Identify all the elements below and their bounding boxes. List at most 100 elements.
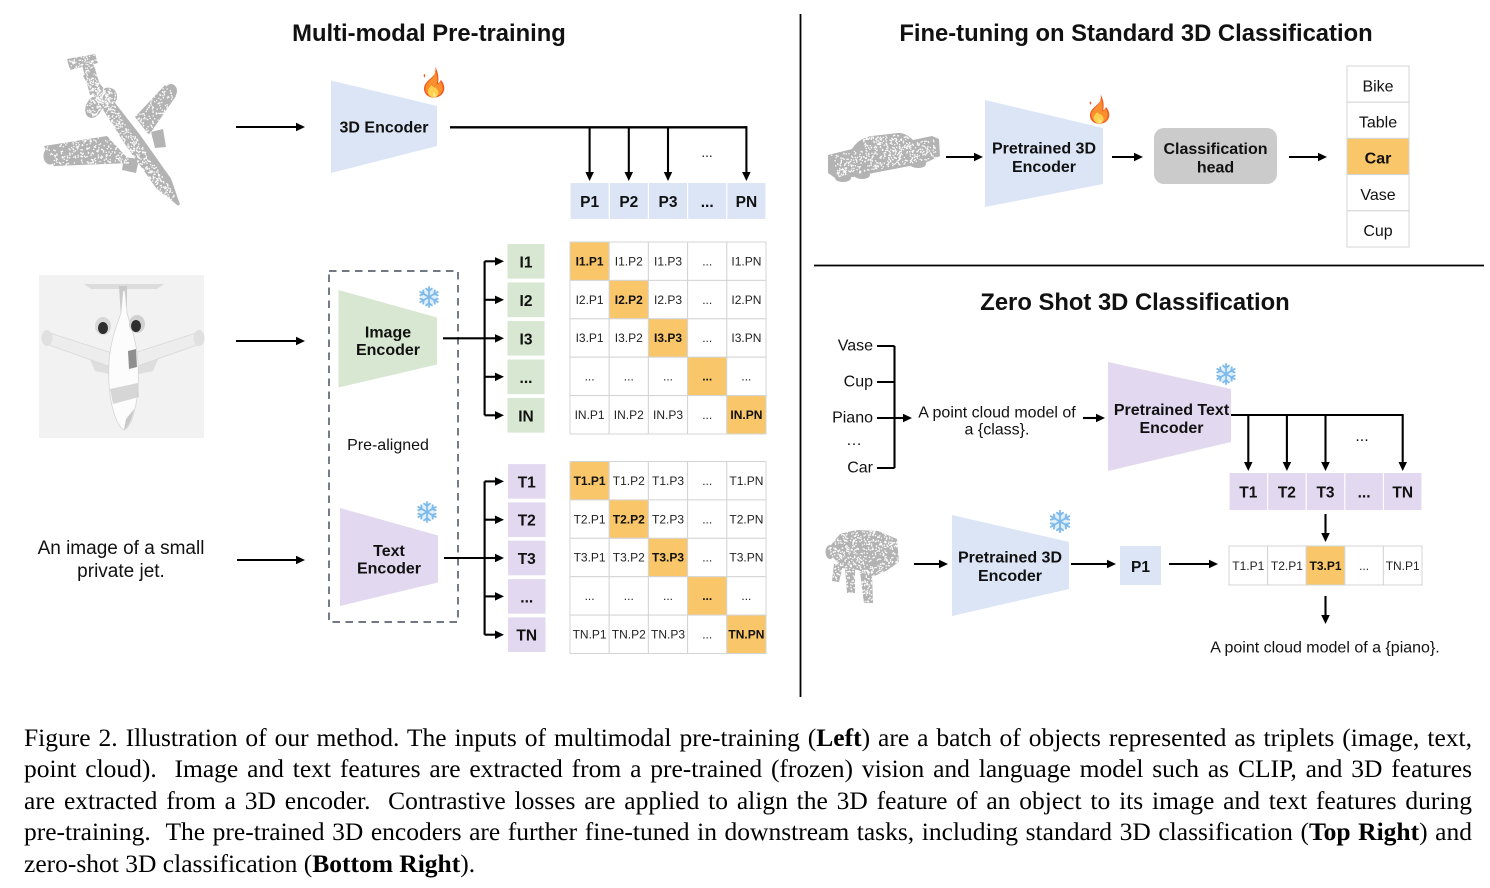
svg-text:P1: P1	[580, 194, 599, 211]
svg-text:Encoder: Encoder	[357, 561, 421, 578]
svg-text:...: ...	[1358, 485, 1371, 502]
svg-text:Vase: Vase	[1360, 187, 1395, 204]
svg-text:I3.P1: I3.P1	[576, 331, 604, 345]
svg-text:Piano: Piano	[832, 410, 873, 427]
svg-text:T3.PN: T3.PN	[729, 551, 763, 565]
svg-text:T1: T1	[518, 474, 536, 491]
svg-text:PN: PN	[736, 194, 758, 211]
svg-text:IN.PN: IN.PN	[730, 408, 762, 422]
svg-text:T2: T2	[1278, 485, 1296, 502]
svg-text:T1.P1: T1.P1	[574, 474, 606, 488]
svg-text:I3.P3: I3.P3	[654, 331, 682, 345]
svg-text:…: …	[846, 432, 862, 449]
svg-text:T2.P1: T2.P1	[1271, 559, 1303, 573]
svg-text:Fine-tuning on Standard 3D Cla: Fine-tuning on Standard 3D Classificatio…	[899, 20, 1372, 47]
svg-text:TN: TN	[516, 628, 537, 645]
svg-text:3D Encoder: 3D Encoder	[340, 120, 429, 137]
svg-text:An image of a small: An image of a small	[38, 538, 205, 559]
svg-text:P3: P3	[659, 194, 678, 211]
svg-text:...: ...	[624, 370, 634, 384]
svg-text:Image: Image	[365, 325, 411, 342]
svg-text:I2: I2	[520, 293, 533, 310]
svg-text:...: ...	[520, 589, 533, 606]
svg-text:Car: Car	[1365, 151, 1392, 168]
svg-text:Car: Car	[847, 460, 873, 477]
svg-text:Cup: Cup	[844, 374, 873, 391]
svg-text:Cup: Cup	[1363, 223, 1392, 240]
svg-text:TN.P1: TN.P1	[573, 628, 607, 642]
svg-text:...: ...	[520, 370, 533, 387]
svg-text:...: ...	[701, 145, 712, 160]
svg-text:...: ...	[701, 194, 714, 211]
svg-text:T2.PN: T2.PN	[729, 512, 763, 526]
svg-text:...: ...	[702, 474, 712, 488]
svg-text:Encoder: Encoder	[356, 342, 420, 359]
svg-text:Pretrained 3D: Pretrained 3D	[992, 141, 1096, 158]
svg-text:...: ...	[741, 370, 751, 384]
svg-text:T1.PN: T1.PN	[729, 474, 763, 488]
svg-text:T2.P2: T2.P2	[613, 512, 645, 526]
svg-text:I1.P3: I1.P3	[654, 254, 682, 268]
svg-text:T1.P1: T1.P1	[1232, 559, 1264, 573]
svg-text:T3: T3	[1316, 485, 1334, 502]
svg-text:...: ...	[702, 370, 712, 384]
svg-text:T1: T1	[1239, 485, 1257, 502]
svg-text:private jet.: private jet.	[77, 561, 165, 582]
svg-text:I1.PN: I1.PN	[731, 254, 761, 268]
svg-text:...: ...	[702, 512, 712, 526]
svg-text:...: ...	[702, 628, 712, 642]
svg-text:Pre-aligned: Pre-aligned	[347, 437, 429, 454]
svg-text:P1: P1	[1131, 559, 1150, 576]
svg-text:T2.P1: T2.P1	[574, 512, 606, 526]
svg-text:...: ...	[663, 370, 673, 384]
svg-text:...: ...	[702, 254, 712, 268]
svg-text:T3.P1: T3.P1	[1309, 559, 1341, 573]
svg-text:TN.P2: TN.P2	[612, 628, 646, 642]
svg-text:T1.P2: T1.P2	[613, 474, 645, 488]
svg-text:...: ...	[702, 293, 712, 307]
svg-text:...: ...	[624, 589, 634, 603]
svg-text:T2: T2	[518, 513, 536, 530]
svg-text:Vase: Vase	[838, 338, 873, 355]
svg-text:I2.P3: I2.P3	[654, 293, 682, 307]
svg-text:IN.P2: IN.P2	[614, 408, 644, 422]
svg-text:I2.PN: I2.PN	[731, 293, 761, 307]
svg-text:Encoder: Encoder	[1139, 420, 1203, 437]
svg-text:...: ...	[702, 551, 712, 565]
svg-text:A point cloud model of: A point cloud model of	[918, 405, 1076, 422]
svg-text:IN: IN	[518, 408, 534, 425]
svg-text:TN.P1: TN.P1	[1386, 559, 1420, 573]
svg-text:Encoder: Encoder	[1012, 159, 1076, 176]
svg-text:T3.P3: T3.P3	[652, 551, 684, 565]
svg-text:T3: T3	[518, 551, 536, 568]
svg-text:T3.P1: T3.P1	[574, 551, 606, 565]
svg-text:Zero Shot 3D Classification: Zero Shot 3D Classification	[980, 289, 1289, 316]
svg-text:Text: Text	[373, 543, 405, 560]
svg-text:Pretrained 3D: Pretrained 3D	[958, 550, 1062, 567]
svg-text:Encoder: Encoder	[978, 568, 1042, 585]
svg-text:a {class}.: a {class}.	[965, 422, 1030, 439]
svg-text:TN.P3: TN.P3	[651, 628, 685, 642]
svg-text:...: ...	[1355, 428, 1368, 445]
svg-text:...: ...	[585, 589, 595, 603]
svg-text:...: ...	[741, 589, 751, 603]
svg-text:I3.P2: I3.P2	[615, 331, 643, 345]
svg-text:TN: TN	[1392, 485, 1413, 502]
svg-text:...: ...	[702, 331, 712, 345]
svg-text:I1.P2: I1.P2	[615, 254, 643, 268]
svg-text:...: ...	[702, 589, 712, 603]
svg-text:T1.P3: T1.P3	[652, 474, 684, 488]
svg-text:I1.P1: I1.P1	[576, 254, 604, 268]
svg-text:P2: P2	[619, 194, 638, 211]
svg-text:I2.P1: I2.P1	[576, 293, 604, 307]
svg-text:I3: I3	[520, 331, 533, 348]
svg-text:Pretrained Text: Pretrained Text	[1114, 402, 1230, 419]
svg-text:T3.P2: T3.P2	[613, 551, 645, 565]
svg-text:head: head	[1197, 160, 1234, 177]
svg-text:...: ...	[663, 589, 673, 603]
svg-text:Multi-modal Pre-training: Multi-modal Pre-training	[292, 20, 566, 47]
svg-text:I1: I1	[520, 254, 533, 271]
svg-text:T2.P3: T2.P3	[652, 512, 684, 526]
svg-text:Bike: Bike	[1362, 78, 1393, 95]
svg-text:Classification: Classification	[1163, 141, 1267, 158]
